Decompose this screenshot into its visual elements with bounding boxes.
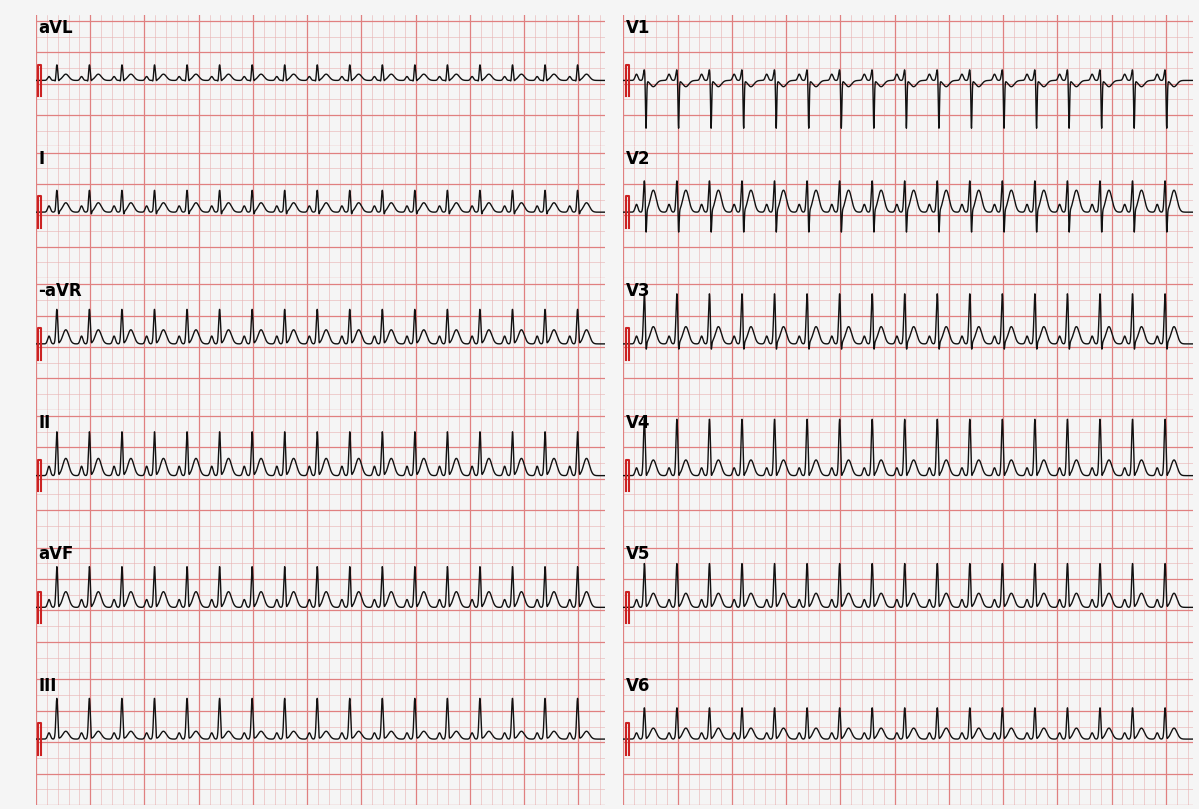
Text: V4: V4 (626, 413, 650, 432)
Text: aVL: aVL (38, 19, 73, 36)
Text: V3: V3 (626, 282, 650, 300)
Text: II: II (38, 413, 50, 432)
Text: aVF: aVF (38, 545, 73, 563)
Text: V1: V1 (626, 19, 650, 36)
Text: I: I (38, 150, 44, 168)
Text: -aVR: -aVR (38, 282, 82, 300)
Text: III: III (38, 677, 56, 695)
Text: V2: V2 (626, 150, 650, 168)
Text: V6: V6 (626, 677, 650, 695)
Text: V5: V5 (626, 545, 650, 563)
